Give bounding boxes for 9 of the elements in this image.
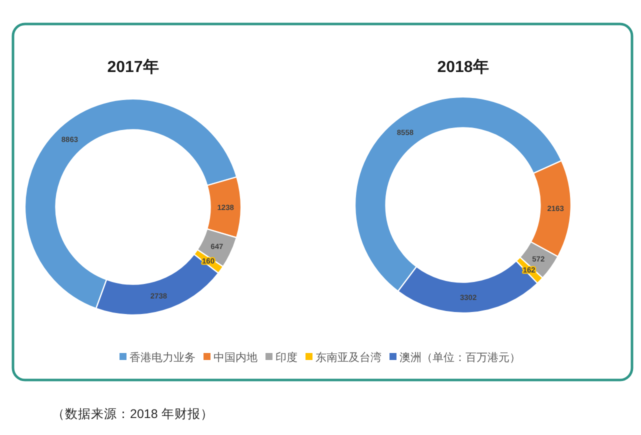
legend-label: 印度	[276, 351, 298, 364]
legend-label: 澳洲	[400, 351, 422, 364]
slice-label: 2017年	[107, 58, 159, 76]
legend-label: 东南亚及台湾	[316, 351, 382, 364]
text: （单位：百万港元）	[422, 351, 520, 364]
text: （数据来源：2018 年财报）	[52, 407, 214, 421]
legend-label: 香港电力业务	[130, 351, 196, 364]
slice-label: 2018年	[437, 58, 489, 76]
legend-label: 中国内地	[214, 351, 258, 364]
